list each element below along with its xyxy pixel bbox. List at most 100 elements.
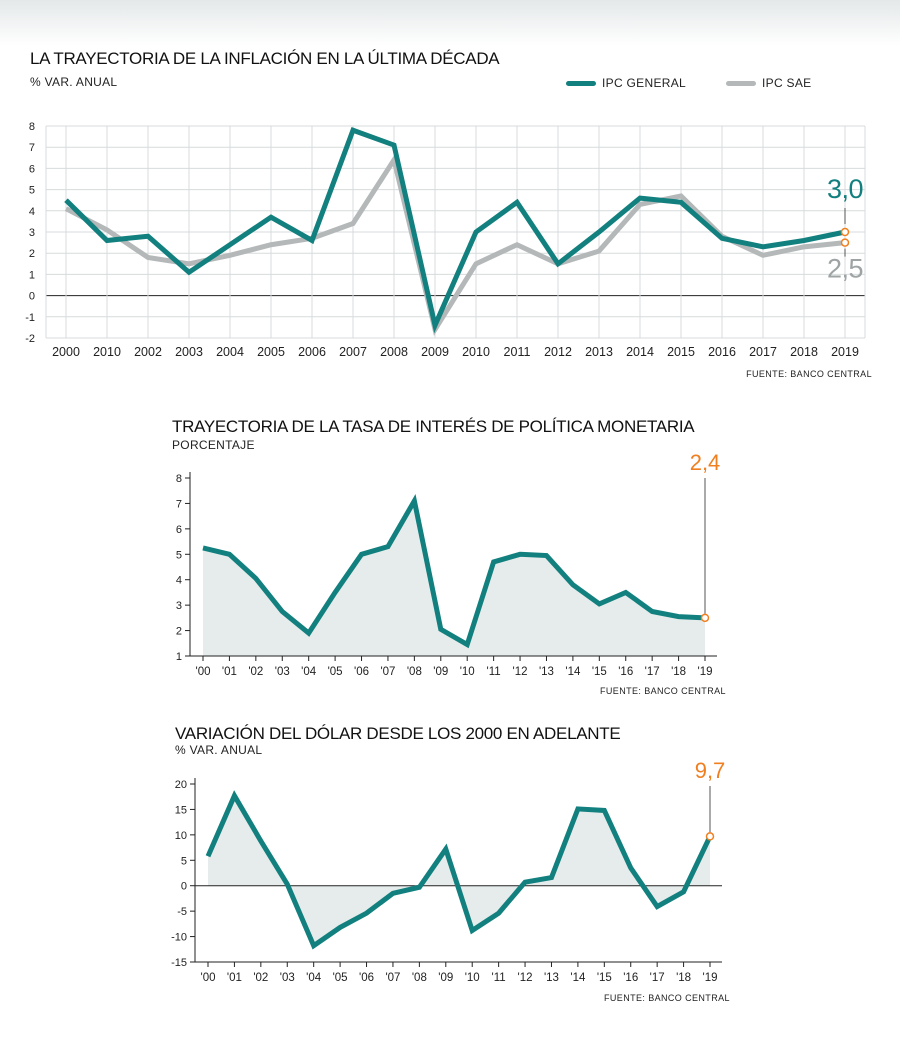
x-tick-label: '09: [433, 666, 448, 678]
x-tick-label: 2019: [831, 345, 859, 359]
y-tick-label: 5: [181, 855, 187, 867]
x-tick-label: '13: [539, 666, 554, 678]
x-tick-label: '03: [275, 666, 290, 678]
y-tick-label: 2: [176, 626, 182, 638]
area-fill: [208, 795, 710, 946]
y-tick-label: 1: [176, 651, 182, 663]
x-tick-label: '17: [650, 972, 665, 984]
inflation-chart-source: FUENTE: BANCO CENTRAL: [746, 369, 872, 379]
x-tick-label: '01: [227, 972, 242, 984]
x-tick-label: '07: [385, 972, 400, 984]
y-tick-label: 1: [29, 269, 35, 281]
x-tick-label: '14: [565, 666, 581, 678]
x-tick-label: 2016: [708, 345, 736, 359]
x-tick-label: '09: [438, 972, 453, 984]
x-tick-label: 2010: [462, 345, 490, 359]
y-tick-label: -1: [25, 312, 35, 324]
dollar-chart-subtitle: % VAR. ANUAL: [175, 743, 263, 757]
y-tick-label: 10: [175, 830, 187, 842]
x-tick-label: 2017: [749, 345, 777, 359]
x-tick-label: '04: [301, 666, 317, 678]
interest-rate-chart: 8 7 6 5 4 3 2 1 '00 '01 '02 '03 '04 '05 '06 '07 '08 '09 '1…: [176, 450, 720, 678]
dollar-chart-title: VARIACIÓN DEL DÓLAR DESDE LOS 2000 EN AD…: [175, 724, 621, 743]
x-tick-label: 2007: [339, 345, 367, 359]
x-tick-label: '08: [412, 972, 427, 984]
x-tick-label: 2008: [380, 345, 408, 359]
y-tick-label: -15: [171, 957, 187, 969]
x-tick-label: '04: [306, 972, 322, 984]
legend-label-ipc-general: IPC GENERAL: [602, 76, 686, 90]
x-tick-label: '00: [201, 972, 216, 984]
legend-swatch-ipc-general: [566, 80, 596, 86]
rate-chart-subtitle: PORCENTAJE: [172, 438, 255, 452]
x-tick-label: '14: [570, 972, 586, 984]
x-tick-label: '07: [380, 666, 395, 678]
y-tick-label: 0: [181, 881, 187, 893]
y-tick-label: 7: [29, 142, 35, 154]
series-line-ipc-sae: [64, 153, 846, 336]
x-tick-label: 2005: [257, 345, 285, 359]
inflation-chart-subtitle: % VAR. ANUAL: [30, 75, 118, 89]
rate-chart-source: FUENTE: BANCO CENTRAL: [600, 686, 726, 696]
highlight-label-ipc-general: 3,0: [827, 174, 863, 204]
x-tick-label: '02: [248, 666, 263, 678]
x-tick-label: '18: [676, 972, 691, 984]
x-tick-label: '13: [544, 972, 559, 984]
x-tick-label: '19: [698, 666, 713, 678]
y-tick-label: 0: [29, 291, 35, 303]
series-line: [202, 493, 706, 649]
dollar-variation-chart: 20 15 10 5 0 -5 -10 -15 '00 '01 '02 '03 '04 '05 '06 '07…: [171, 758, 725, 984]
endpoint-marker-ipc-sae: [840, 238, 850, 247]
y-tick-label: 15: [175, 804, 187, 816]
x-tick-label: 2000: [52, 345, 80, 359]
x-tick-label: '01: [222, 666, 237, 678]
y-tick-label: -10: [171, 932, 187, 944]
y-tick-label: 6: [29, 163, 35, 175]
area-fill: [203, 500, 705, 656]
x-tick-label: '19: [703, 972, 718, 984]
x-tick-label: '03: [280, 972, 295, 984]
x-tick-label: 2003: [175, 345, 203, 359]
x-tick-label: 2015: [667, 345, 695, 359]
x-tick-label: '10: [465, 972, 480, 984]
x-tick-label: 2013: [585, 345, 613, 359]
y-tick-label: 20: [175, 779, 187, 791]
y-tick-label: 5: [176, 549, 182, 561]
legend-item-ipc-general: IPC GENERAL: [566, 76, 686, 90]
x-tick-label: '12: [513, 666, 528, 678]
y-tick-label: 5: [29, 185, 35, 197]
endpoint-marker: [700, 613, 710, 623]
x-tick-label: '12: [518, 972, 533, 984]
x-tick-label: '05: [333, 972, 348, 984]
endpoint-marker: [705, 832, 715, 841]
y-tick-label: -5: [177, 906, 187, 918]
x-tick-label: '00: [196, 666, 211, 678]
x-tick-label: 2012: [544, 345, 572, 359]
y-tick-label: 4: [176, 575, 182, 587]
x-tick-label: '10: [460, 666, 475, 678]
x-tick-label: '05: [328, 666, 343, 678]
x-tick-label: '02: [253, 972, 268, 984]
x-tick-label: 2010: [93, 345, 121, 359]
top-gradient-band: [0, 0, 900, 46]
dollar-chart-source: FUENTE: BANCO CENTRAL: [604, 993, 730, 1003]
y-tick-label: 3: [176, 600, 182, 612]
x-tick-label: 2004: [216, 345, 244, 359]
y-tick-label: 2: [29, 248, 35, 260]
inflation-chart-title: LA TRAYECTORIA DE LA INFLACIÓN EN LA ÚLT…: [30, 49, 500, 68]
x-tick-label: '06: [359, 972, 374, 984]
x-tick-label: '15: [592, 666, 607, 678]
y-tick-label: 3: [29, 227, 35, 239]
x-tick-label: 2006: [298, 345, 326, 359]
x-tick-label: '18: [671, 666, 686, 678]
highlight-label-ipc-sae: 2,5: [827, 254, 863, 284]
x-tick-label: '15: [597, 972, 612, 984]
y-tick-label: 8: [29, 121, 35, 133]
series-line-ipc-general: [64, 127, 846, 334]
series-line: [205, 790, 713, 950]
x-tick-label: 2011: [504, 345, 531, 359]
x-tick-label: '16: [618, 666, 633, 678]
legend-item-ipc-sae: IPC SAE: [726, 76, 811, 90]
endpoint-marker-ipc-general: [840, 227, 850, 237]
x-tick-label: '17: [645, 666, 660, 678]
